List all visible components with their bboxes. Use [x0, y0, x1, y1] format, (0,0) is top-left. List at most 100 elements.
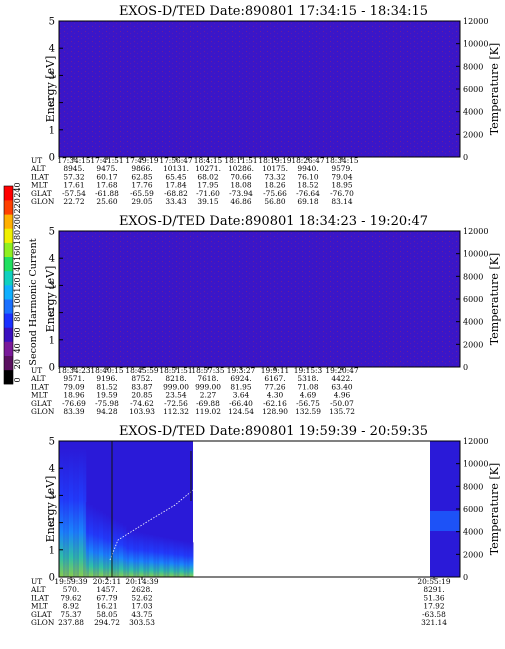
table-cell: 46.86	[230, 197, 251, 206]
table-cell: 294.72	[94, 618, 120, 627]
table-cell: 20.85	[131, 391, 152, 400]
table-cell: 2.27	[200, 391, 217, 400]
heatmap-column	[186, 541, 191, 577]
colorbar-label: Second Harmonic Current	[28, 238, 39, 365]
y2-tick-label: 6000	[463, 505, 483, 514]
table-cell: 8945.	[63, 164, 84, 173]
table-cell: -62.16	[263, 399, 287, 408]
ephemeris-table: UTALTILATMLTGLATGLON18:34:239571.79.0918…	[30, 366, 359, 416]
table-cell: 999.00	[163, 382, 189, 391]
table-cell: 18:57:35	[191, 366, 224, 375]
heatmap-column	[95, 508, 100, 577]
table-cell: 57.32	[63, 172, 84, 181]
panel-title: EXOS-D/TED Date:890801 17:34:15 - 18:34:…	[119, 4, 428, 19]
y-tick-label: 4	[49, 254, 55, 265]
table-row-label: GLAT	[31, 399, 52, 408]
table-cell: 237.88	[58, 618, 84, 627]
table-cell: 17.03	[131, 602, 152, 611]
heatmap-column	[189, 542, 194, 577]
y2-axis-label: Temperature [K]	[488, 43, 501, 135]
y2-axis-label: Temperature [K]	[488, 463, 501, 555]
table-cell: 8291.	[423, 585, 444, 594]
heatmap-column	[69, 447, 73, 577]
table-cell: 77.26	[264, 382, 285, 391]
heatmap-column	[102, 512, 107, 577]
table-cell: 58.05	[96, 610, 117, 619]
table-cell: 20:2:11	[93, 577, 122, 586]
table-cell: 103.93	[129, 407, 155, 416]
table-row-label: ALT	[30, 374, 46, 383]
y2-tick-label: 0	[463, 573, 468, 582]
table-cell: -76.69	[62, 399, 86, 408]
y-axis-label: Energy [eV]	[44, 56, 57, 123]
table-cell: 29.05	[131, 197, 152, 206]
table-cell: 73.32	[264, 172, 285, 181]
table-cell: 71.08	[297, 382, 318, 391]
heatmap-column	[159, 536, 164, 577]
table-cell: 62.85	[131, 172, 152, 181]
colorbar-tick-label: 100	[13, 293, 22, 308]
table-cell: 10175.	[262, 164, 288, 173]
table-cell: 17:41:51	[90, 156, 123, 165]
table-cell: -50.07	[330, 399, 354, 408]
colorbar-tick-label: 60	[13, 327, 22, 337]
heatmap-column	[126, 529, 130, 577]
table-cell: -75.66	[263, 189, 287, 198]
table-cell: 17.95	[197, 181, 218, 190]
panel-1: EXOS-D/TED Date:890801 17:34:15 - 18:34:…	[30, 4, 501, 206]
table-row-label: GLAT	[31, 189, 52, 198]
table-cell: 43.75	[131, 610, 152, 619]
table-cell: 4422.	[331, 374, 352, 383]
y2-tick-label: 10000	[463, 460, 488, 469]
table-cell: 8752.	[131, 374, 152, 383]
table-cell: 65.45	[165, 172, 186, 181]
heatmap-column	[89, 504, 93, 577]
heatmap-column	[182, 540, 187, 577]
y-tick-label: 2	[49, 518, 55, 529]
heatmap-column	[149, 534, 154, 577]
table-cell: 16.21	[96, 602, 117, 611]
colorbar-segment	[4, 299, 13, 314]
y-axis-label: Energy [eV]	[44, 266, 57, 333]
table-cell: -73.94	[229, 189, 253, 198]
table-cell: 18:34:15	[325, 156, 358, 165]
y-tick-label: 3	[49, 491, 55, 502]
y-tick-label: 0	[49, 573, 55, 584]
table-cell: 3.64	[233, 391, 250, 400]
table-cell: 83.39	[63, 407, 84, 416]
table-row-label: MLT	[31, 391, 48, 400]
table-row-label: ALT	[30, 585, 46, 594]
heatmap-column	[75, 447, 80, 577]
table-cell: 5318.	[297, 374, 318, 383]
table-cell: 17.84	[165, 181, 186, 190]
table-cell: 8.92	[63, 602, 79, 611]
heatmap-column	[99, 510, 104, 577]
table-cell: 20:14:39	[125, 577, 158, 586]
table-cell: 321.14	[421, 618, 447, 627]
heatmap-column	[166, 537, 171, 577]
colorbar-segment	[4, 285, 13, 300]
heatmap-area	[59, 21, 460, 157]
y-axis-label: Energy [eV]	[44, 476, 57, 543]
heatmap-column	[179, 540, 184, 577]
table-cell: 18:19:19	[258, 156, 291, 165]
heatmap-column	[162, 536, 167, 577]
heatmap-band-right-core	[430, 511, 460, 531]
y2-tick-label: 8000	[463, 272, 483, 281]
heatmap-column	[129, 530, 134, 577]
colorbar-segment	[4, 214, 13, 229]
colorbar-segment	[4, 270, 13, 286]
table-cell: -75.98	[95, 399, 119, 408]
table-row-label: UT	[31, 577, 42, 586]
table-cell: 17:49:19	[125, 156, 158, 165]
table-cell: 18.08	[230, 181, 251, 190]
table-cell: 69.18	[297, 197, 318, 206]
heatmap-column	[72, 447, 77, 577]
table-cell: 19:3:27	[227, 366, 256, 375]
table-cell: 33.43	[165, 197, 186, 206]
y2-tick-label: 10000	[463, 40, 488, 49]
y2-tick-label: 8000	[463, 482, 483, 491]
table-cell: 9196.	[96, 374, 117, 383]
table-cell: 39.15	[197, 197, 218, 206]
